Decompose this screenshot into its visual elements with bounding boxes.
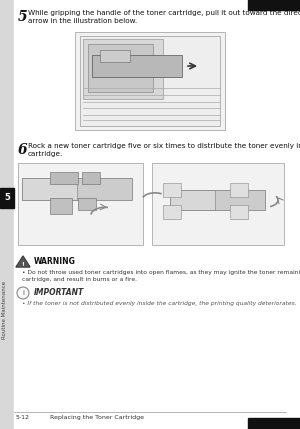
- Text: i: i: [22, 290, 24, 296]
- Text: IMPORTANT: IMPORTANT: [34, 288, 84, 297]
- Bar: [50, 198, 72, 214]
- Bar: [22, 178, 77, 200]
- Text: While gripping the handle of the toner cartridge, pull it out toward the directi: While gripping the handle of the toner c…: [28, 10, 300, 24]
- Text: Routine Maintenance: Routine Maintenance: [2, 281, 8, 339]
- Bar: [75, 32, 225, 130]
- Bar: [88, 44, 153, 92]
- Text: WARNING: WARNING: [34, 257, 76, 266]
- Bar: [248, 418, 300, 429]
- Bar: [230, 205, 248, 219]
- Bar: [18, 163, 143, 245]
- Text: 5: 5: [4, 193, 10, 202]
- Bar: [152, 163, 284, 245]
- Bar: [163, 183, 181, 197]
- Circle shape: [17, 287, 29, 299]
- Bar: [50, 172, 78, 184]
- Text: 5-12: 5-12: [16, 415, 30, 420]
- Bar: [248, 0, 300, 10]
- Bar: [83, 39, 163, 99]
- Bar: [170, 190, 265, 210]
- Text: • Do not throw used toner cartridges into open flames, as they may ignite the to: • Do not throw used toner cartridges int…: [22, 270, 300, 281]
- Bar: [170, 190, 215, 210]
- Bar: [100, 50, 130, 62]
- Polygon shape: [16, 256, 30, 267]
- Bar: [92, 55, 182, 77]
- Bar: [0, 188, 14, 208]
- Text: 5: 5: [18, 10, 28, 24]
- Text: 6: 6: [18, 143, 28, 157]
- Text: Rock a new toner cartridge five or six times to distribute the toner evenly insi: Rock a new toner cartridge five or six t…: [28, 143, 300, 157]
- Text: !: !: [22, 262, 24, 266]
- Bar: [80, 36, 220, 126]
- Text: Replacing the Toner Cartridge: Replacing the Toner Cartridge: [50, 415, 144, 420]
- Bar: [230, 183, 248, 197]
- Bar: [82, 172, 100, 184]
- Bar: [22, 178, 132, 200]
- Bar: [163, 205, 181, 219]
- Bar: [78, 198, 96, 210]
- Text: • If the toner is not distributed evenly inside the cartridge, the printing qual: • If the toner is not distributed evenly…: [22, 301, 297, 306]
